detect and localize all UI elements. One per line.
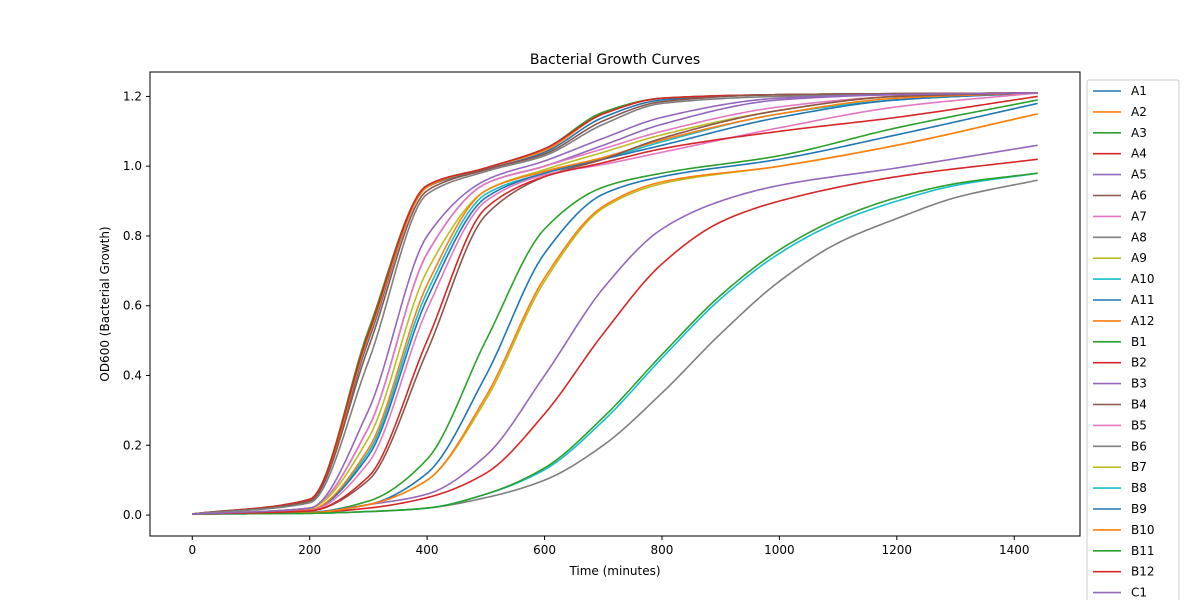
legend-label: A5 [1131,168,1147,182]
legend-label: A1 [1131,84,1147,98]
y-tick-label: 0.2 [123,438,142,452]
series-line-b12 [192,95,1038,515]
x-tick-label: 1400 [999,543,1030,557]
series-line-b10 [192,113,1038,515]
legend-label: A7 [1131,209,1147,223]
x-axis-label: Time (minutes) [568,564,660,578]
x-tick-label: 0 [188,543,196,557]
series-line-a6 [192,92,1038,515]
y-tick-label: 1.2 [123,89,142,103]
plot-frame [149,71,1081,537]
x-tick-label: 1200 [882,543,913,557]
y-tick-label: 0.6 [123,299,142,313]
x-tick-label: 400 [416,543,439,557]
legend-label: B9 [1131,502,1147,516]
series-line-b8 [192,172,1038,515]
series-line-b5 [192,92,1038,515]
legend: A1 A2 A3 A4 A5 A6 A7 A8 A9 A10 A11 A12 B1 B2 B3 B4 B5 B6 B… [1086,79,1180,600]
y-tick-label: 1.0 [123,159,142,173]
plot-lines [192,92,1038,515]
legend-label: B2 [1131,356,1147,370]
legend-label: A10 [1131,272,1154,286]
series-line-b6 [192,179,1038,515]
series-line-c1 [192,92,1038,515]
x-tick-label: 1000 [764,543,795,557]
legend-label: A11 [1131,293,1154,307]
y-axis-label: OD600 (Bacterial Growth) [98,226,112,381]
legend-label: A2 [1131,105,1147,119]
series-line-a12 [192,92,1038,515]
legend-label: B7 [1131,460,1147,474]
legend-label: A12 [1131,314,1154,328]
series-line-a11 [192,92,1038,515]
x-tick-label: 800 [651,543,674,557]
legend-label: A8 [1131,230,1147,244]
legend-label: C1 [1131,586,1147,600]
legend-label: A4 [1131,147,1147,161]
legend-label: B4 [1131,398,1147,412]
legend-label: B10 [1131,523,1155,537]
legend-label: B1 [1131,335,1147,349]
y-axis: 0.0 0.2 0.4 0.6 0.8 1.0 1.2 [123,89,150,522]
y-tick-label: 0.0 [123,508,142,522]
legend-label: B8 [1131,481,1147,495]
legend-label: B3 [1131,377,1147,391]
y-tick-label: 0.8 [123,229,142,243]
x-tick-label: 200 [298,543,321,557]
legend-label: B12 [1131,565,1155,579]
x-axis: 0 200 400 600 800 1000 1200 1400 [188,536,1030,557]
legend-label: B5 [1131,418,1147,432]
legend-box [1086,79,1180,600]
legend-label: A9 [1131,251,1147,265]
x-tick-label: 600 [533,543,556,557]
legend-label: A3 [1131,126,1147,140]
legend-label: B11 [1131,544,1155,558]
chart-title: Bacterial Growth Curves [530,52,700,68]
legend-label: B6 [1131,439,1147,453]
legend-label: A6 [1131,189,1147,203]
series-line-b11 [192,172,1038,515]
y-tick-label: 0.4 [123,369,142,383]
